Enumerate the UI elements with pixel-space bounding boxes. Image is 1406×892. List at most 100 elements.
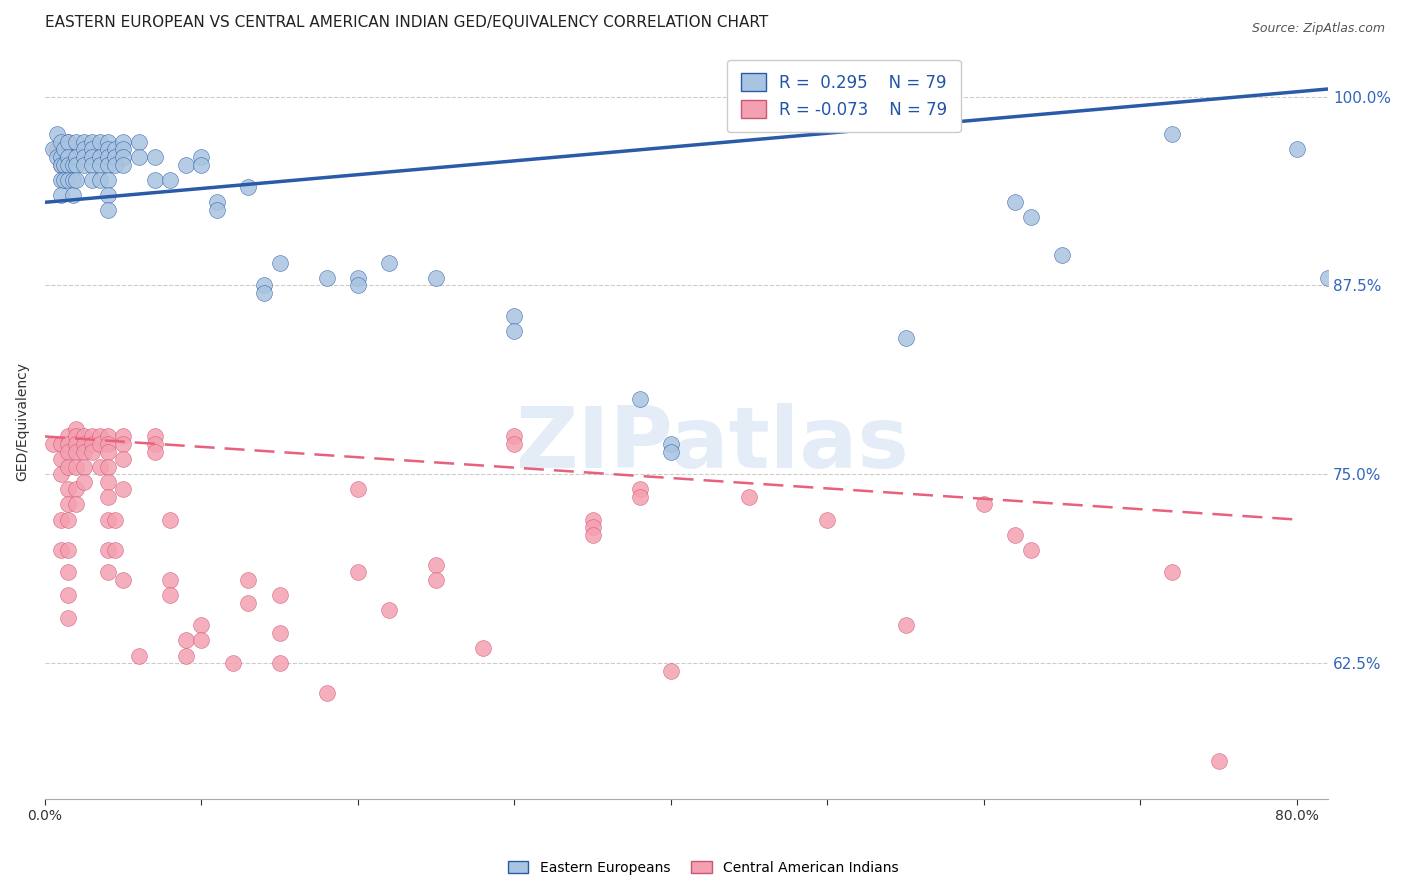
Point (503, 437, 526, 451)
Legend: Eastern Europeans, Central American Indians: Eastern Europeans, Central American Indi… (502, 855, 904, 880)
Point (58, 150, 80, 164)
Point (1317, 270, 1340, 285)
Point (73, 444, 96, 458)
Point (253, 278, 276, 293)
Point (65, 437, 87, 451)
Point (582, 512, 605, 526)
Point (49, 542, 72, 557)
Point (73, 459, 96, 474)
Point (58, 429, 80, 443)
Point (58, 135, 80, 149)
Point (159, 588, 181, 602)
Point (269, 656, 291, 670)
Point (143, 172, 166, 186)
Point (1004, 195, 1026, 210)
Point (238, 596, 260, 610)
Point (222, 656, 245, 670)
Point (89, 437, 111, 451)
Point (425, 573, 447, 587)
Point (159, 573, 181, 587)
Point (143, 429, 166, 443)
Point (1019, 211, 1042, 225)
Point (659, 664, 682, 678)
Point (97, 135, 120, 149)
Point (97, 429, 120, 443)
Point (425, 270, 447, 285)
Point (104, 150, 127, 164)
Point (65, 157, 87, 171)
Point (65, 498, 87, 512)
Point (58, 150, 80, 164)
Point (1208, 754, 1230, 768)
Point (97, 542, 120, 557)
Point (104, 542, 127, 557)
Point (49, 437, 72, 451)
Point (89, 459, 111, 474)
Point (112, 143, 135, 157)
Point (143, 444, 166, 458)
Point (112, 150, 135, 164)
Point (97, 437, 120, 451)
Point (628, 490, 651, 504)
Point (49, 467, 72, 482)
Point (1285, 143, 1308, 157)
Point (112, 437, 135, 451)
Point (112, 135, 135, 149)
Point (65, 429, 87, 443)
Point (80, 150, 103, 164)
Point (628, 392, 651, 406)
Point (97, 143, 120, 157)
Point (269, 626, 291, 640)
Point (97, 172, 120, 186)
Point (253, 285, 276, 300)
Point (89, 157, 111, 171)
Point (190, 633, 212, 648)
Point (1160, 566, 1182, 580)
Point (143, 150, 166, 164)
Point (128, 135, 150, 149)
Point (104, 143, 127, 157)
Point (97, 459, 120, 474)
Y-axis label: GED/Equivalency: GED/Equivalency (15, 362, 30, 481)
Legend: R =  0.295    N = 79, R = -0.073    N = 79: R = 0.295 N = 79, R = -0.073 N = 79 (727, 60, 960, 132)
Point (378, 603, 401, 617)
Point (49, 172, 72, 186)
Point (973, 498, 995, 512)
Point (80, 135, 103, 149)
Point (58, 588, 80, 602)
Point (1160, 128, 1182, 142)
Point (58, 498, 80, 512)
Point (89, 172, 111, 186)
Point (52, 150, 75, 164)
Point (73, 429, 96, 443)
Point (97, 157, 120, 171)
Point (503, 324, 526, 338)
Point (80, 172, 103, 186)
Point (238, 573, 260, 587)
Point (49, 157, 72, 171)
Point (659, 437, 682, 451)
Point (49, 157, 72, 171)
Point (1004, 527, 1026, 541)
Point (97, 512, 120, 526)
Point (1050, 248, 1073, 262)
Point (97, 566, 120, 580)
Point (65, 459, 87, 474)
Point (73, 135, 96, 149)
Point (815, 512, 838, 526)
Point (378, 256, 401, 270)
Point (503, 429, 526, 443)
Point (58, 459, 80, 474)
Point (112, 157, 135, 171)
Point (58, 611, 80, 625)
Point (128, 150, 150, 164)
Point (269, 588, 291, 602)
Text: ZIPatlas: ZIPatlas (516, 402, 910, 485)
Point (582, 527, 605, 541)
Point (65, 150, 87, 164)
Point (58, 542, 80, 557)
Point (97, 444, 120, 458)
Point (65, 135, 87, 149)
Point (49, 512, 72, 526)
Point (42, 437, 65, 451)
